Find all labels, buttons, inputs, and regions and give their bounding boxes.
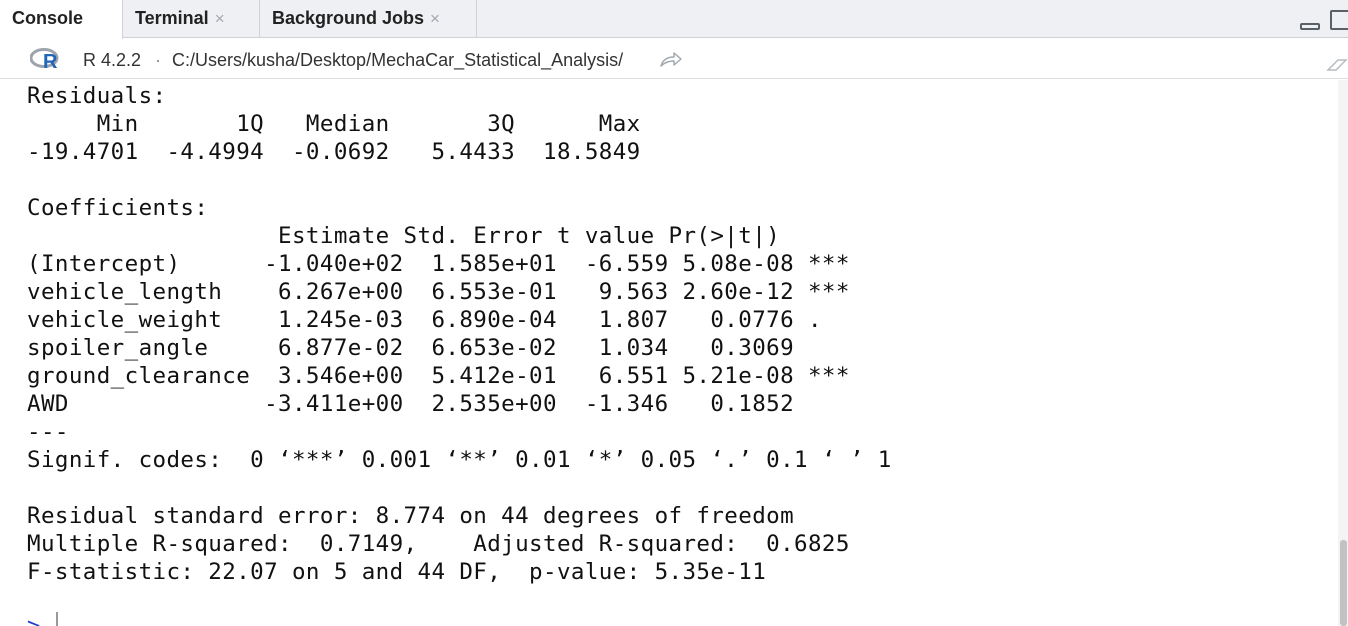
console-line: vehicle_length 6.267e+00 6.553e-01 9.563… — [27, 279, 850, 305]
scrollbar-track[interactable] — [1338, 80, 1348, 626]
r-logo-icon: R — [29, 48, 62, 75]
pane-tab-bar: Console Terminal × Background Jobs × — [0, 0, 1348, 39]
console-line: Signif. codes: 0 ‘***’ 0.001 ‘**’ 0.01 ‘… — [27, 447, 892, 473]
maximize-pane-icon[interactable] — [1330, 10, 1348, 30]
tab-console[interactable]: Console — [0, 0, 123, 39]
scrollbar-thumb[interactable] — [1340, 540, 1347, 626]
console-line: ground_clearance 3.546e+00 5.412e-01 6.5… — [27, 363, 850, 389]
console-line: (Intercept) -1.040e+02 1.585e+01 -6.559 … — [27, 251, 850, 277]
tab-console-label: Console — [12, 8, 84, 28]
tab-background-jobs-label: Background Jobs — [272, 8, 425, 28]
console-line: AWD -3.411e+00 2.535e+00 -1.346 0.1852 — [27, 391, 850, 417]
tab-background-jobs[interactable]: Background Jobs × — [260, 0, 477, 38]
r-version-label: R 4.2.2 — [83, 50, 142, 70]
console-line: Estimate Std. Error t value Pr(>|t|) — [27, 223, 836, 249]
console-line: F-statistic: 22.07 on 5 and 44 DF, p-val… — [27, 559, 767, 585]
console-line: Min 1Q Median 3Q Max — [27, 111, 655, 137]
tab-terminal-label: Terminal — [135, 8, 209, 28]
working-directory-path: C:/Users/kusha/Desktop/MechaCar_Statisti… — [172, 50, 624, 70]
text-cursor — [56, 612, 58, 626]
minimize-pane-icon[interactable] — [1300, 23, 1320, 30]
console-line: Multiple R-squared: 0.7149, Adjusted R-s… — [27, 531, 864, 557]
console-line: spoiler_angle 6.877e-02 6.653e-02 1.034 … — [27, 335, 850, 361]
console-line: Residuals: — [27, 83, 167, 109]
tab-terminal[interactable]: Terminal × — [123, 0, 260, 38]
console-line: -19.4701 -4.4994 -0.0692 5.4433 18.5849 — [27, 139, 655, 165]
console-text: Residuals: Min 1Q Median 3Q Max -19.4701… — [27, 82, 892, 614]
console-line: Residual standard error: 8.774 on 44 deg… — [27, 503, 795, 529]
close-icon[interactable]: × — [214, 9, 225, 28]
console-output[interactable]: Residuals: Min 1Q Median 3Q Max -19.4701… — [0, 80, 1338, 626]
goto-directory-icon[interactable] — [659, 52, 683, 73]
console-line: --- — [27, 419, 69, 445]
console-prompt: > — [27, 614, 40, 626]
separator-dot: · — [155, 50, 161, 70]
clear-console-icon[interactable] — [1326, 56, 1348, 77]
close-icon[interactable]: × — [430, 9, 440, 28]
console-path-bar: R R 4.2.2 · C:/Users/kusha/Desktop/Mecha… — [0, 39, 1348, 79]
console-line: Coefficients: — [27, 195, 209, 221]
console-line: vehicle_weight 1.245e-03 6.890e-04 1.807… — [27, 307, 850, 333]
svg-text:R: R — [43, 51, 58, 70]
